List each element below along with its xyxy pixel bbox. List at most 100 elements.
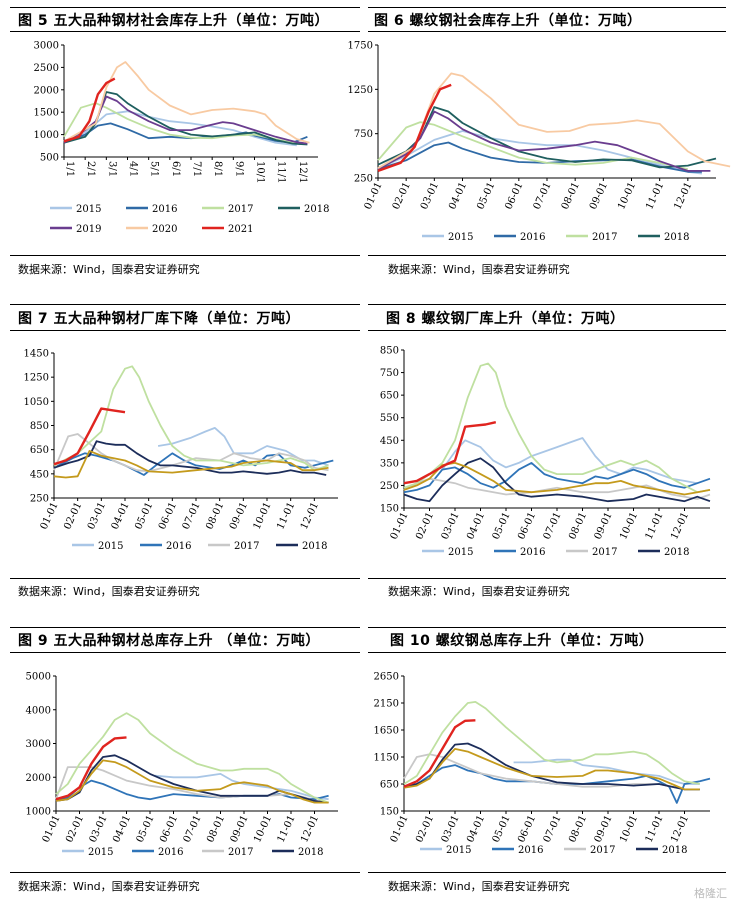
legend-label-2015: 2015 [98,541,123,552]
source-rule [10,872,360,873]
chart-title: 图 6 螺纹钢社会库存上升（单位：万吨） [374,13,642,29]
y-tick-label: 550 [380,413,399,424]
y-tick-label: 750 [354,129,373,140]
y-tick-label: 1050 [24,397,49,408]
legend-label-2017: 2017 [590,845,615,856]
series-line-2016 [63,122,308,144]
legend-label-2016: 2016 [152,204,177,215]
chart-title: 图 9 五大品种钢材总库存上升 （单位：万吨） [18,633,320,649]
legend-label-2015: 2015 [76,204,101,215]
series-line-extra [55,712,329,804]
title-rule [368,31,726,32]
y-tick-label: 1150 [374,753,399,764]
x-tick-label: 3/1 [106,161,117,177]
y-tick-label: 1450 [24,349,49,360]
x-tick-label: 04-01 [465,814,487,845]
source-note: 数据来源：Wind，国泰君安证券研究 [18,263,200,276]
series-line-2021 [55,736,127,801]
x-tick-label: 12-01 [669,814,691,845]
series-line-2017 [53,433,329,473]
x-tick-label: 2/1 [85,161,96,177]
series-line-2021 [53,407,126,466]
source-rule [368,255,726,256]
chart-fig5: 500 1000 1500 2000 2500 3000 1/1 2/1 3/1 4/1 5/1 6/… [34,41,330,236]
legend-label-2016: 2016 [158,847,183,858]
series-line-extra2 [55,759,329,804]
y-tick-label: 750 [380,368,399,379]
y-tick-label: 1250 [24,373,49,384]
y-tick-label: 2650 [374,672,399,683]
x-tick-label: 11/1 [276,161,287,183]
top-rule [368,7,726,8]
x-tick-label: 7/1 [191,161,202,177]
y-tick-label: 3000 [34,41,59,52]
x-tick-label: 9/1 [233,161,244,177]
series-line-2017 [377,121,688,170]
legend-label-2015: 2015 [448,547,473,558]
series-line-2021 [377,83,452,173]
legend-label-2020: 2020 [152,224,177,235]
source-note: 数据来源：Wind，国泰君安证券研究 [388,880,570,893]
chart-title: 图 7 五大品种钢材厂库下降（单位：万吨） [18,311,300,327]
y-tick-label: 3000 [26,739,51,750]
y-tick-label: 2150 [374,699,399,710]
source-note: 数据来源：Wind，国泰君安证券研究 [18,880,200,893]
series-line-2016 [403,462,711,494]
series-line-2015 [377,130,703,175]
top-rule [368,627,726,628]
legend-label-2016: 2016 [520,547,545,558]
x-tick-label: 11-01 [644,814,666,845]
legend-label-2016: 2016 [520,232,545,243]
y-tick-label: 5000 [26,672,51,683]
y-tick-label: 150 [380,807,399,818]
y-tick-label: 850 [380,346,399,357]
x-tick-label: 09-01 [593,814,615,845]
series-line-2021 [403,719,476,788]
x-tick-label: 1/1 [64,161,75,177]
source-note: 数据来源：Wind，国泰君安证券研究 [388,263,570,276]
source-rule [10,255,360,256]
x-tick-label: 10-01 [618,814,640,845]
series-line-2015 [63,110,297,147]
x-tick-label: 02-01 [414,814,436,845]
series-line-2021 [403,421,497,485]
source-rule [368,578,726,579]
x-tick-label: 12/1 [297,161,308,183]
y-tick-label: 450 [30,469,49,480]
legend-label-2017: 2017 [592,232,617,243]
legend-label-2015: 2015 [448,232,473,243]
y-tick-label: 850 [30,421,49,432]
x-tick-label: 10/1 [255,161,266,183]
title-rule [368,652,726,653]
x-tick-label: 06-01 [516,814,538,845]
series-line-2015 [441,437,698,485]
series-line-extra [403,362,711,494]
series-line-extra [53,365,329,472]
y-tick-label: 250 [380,481,399,492]
y-tick-label: 1250 [348,85,373,96]
y-tick-label: 500 [40,153,59,164]
legend-label-2017: 2017 [228,204,253,215]
top-rule [10,304,360,305]
legend-label-2015: 2015 [446,845,471,856]
title-rule [368,330,726,331]
series-line-2020 [377,72,731,169]
title-rule [10,31,360,32]
x-tick-label: 05-01 [491,814,513,845]
source-note: 数据来源：Wind，国泰君安证券研究 [18,585,200,598]
y-tick-label: 4000 [26,705,51,716]
y-tick-label: 650 [380,780,399,791]
series-line-extra2 [53,450,329,479]
x-tick-label: 03-01 [440,814,462,845]
top-rule [10,627,360,628]
y-tick-label: 650 [30,445,49,456]
x-tick-label: 08-01 [567,814,589,845]
series-line-2019 [377,110,711,172]
series-line-2021 [63,77,116,143]
legend-label-2018: 2018 [298,847,323,858]
y-tick-label: 2000 [26,773,51,784]
x-tick-label: 07-01 [542,814,564,845]
y-tick-label: 150 [380,504,399,515]
